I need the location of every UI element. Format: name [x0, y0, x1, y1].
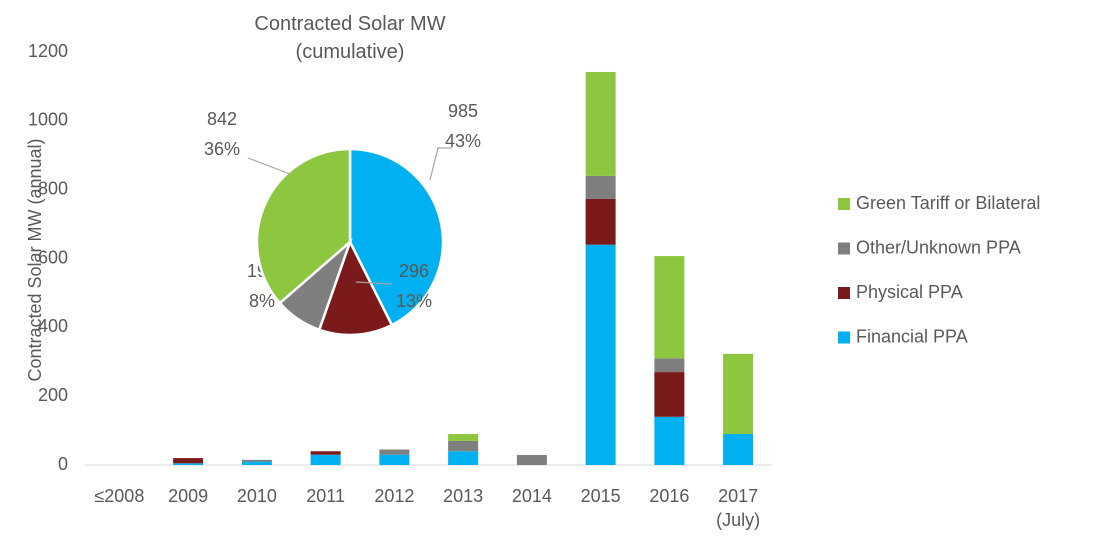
pie-value-label: 842 [207, 109, 237, 129]
legend-label: Green Tariff or Bilateral [856, 193, 1040, 213]
pie-percent-label: 43% [445, 131, 481, 151]
x-tick-label: 2012 [374, 486, 415, 506]
legend-swatch [838, 198, 850, 210]
y-tick-label: 800 [38, 178, 68, 198]
bar-segment [723, 434, 754, 465]
pie-value-label: 296 [399, 261, 429, 281]
bar-segment [654, 358, 685, 373]
y-tick-label: 400 [38, 316, 68, 336]
legend-swatch [838, 242, 850, 255]
bar-segment [654, 372, 685, 417]
pie-percent-label: 13% [396, 291, 432, 311]
y-tick-label: 200 [38, 385, 68, 405]
y-tick-label: 0 [58, 454, 68, 474]
pie-percent-label: 36% [204, 139, 240, 159]
pie-slice [348, 147, 445, 327]
bar-segment [173, 458, 204, 464]
bar-segment [585, 175, 616, 199]
bar-segment [448, 434, 479, 441]
x-tick-label: 2014 [511, 486, 552, 506]
bar-segment [448, 451, 479, 465]
pie-percent-label: 8% [249, 291, 275, 311]
bar-segment [654, 256, 685, 359]
bar-segment [585, 71, 616, 176]
x-tick-label: 2015 [580, 486, 621, 506]
x-tick-label: 2011 [306, 486, 345, 506]
y-tick-label: 1200 [28, 41, 68, 61]
bar-segment [379, 449, 410, 455]
x-tick-label: 2013 [443, 486, 484, 506]
bar-segment [241, 459, 272, 462]
legend-swatch [838, 287, 850, 299]
y-tick-label: 1000 [28, 110, 68, 130]
bar-segment [241, 461, 272, 465]
pie-value-label: 985 [448, 101, 478, 121]
bar-segment [516, 455, 547, 465]
leader-line [247, 157, 291, 175]
x-tick-label: ≤2008 [94, 486, 145, 506]
bar-segment [654, 416, 685, 465]
bar-segment [173, 463, 204, 465]
y-tick-label: 600 [38, 247, 68, 267]
bar-segment [723, 353, 754, 435]
legend-label: Physical PPA [856, 282, 963, 302]
pie-slice [317, 238, 394, 337]
leader-line [355, 281, 393, 285]
bar-segment [310, 454, 341, 465]
bar-segment [585, 244, 616, 465]
x-tick-label: 2017 (July) [716, 486, 761, 530]
y-axis-label: Contracted Solar MW (annual) [25, 138, 45, 381]
bar-segment [379, 454, 410, 465]
x-tick-label: 2016 [649, 486, 690, 506]
legend-swatch [838, 331, 850, 344]
legend-label: Other/Unknown PPA [856, 237, 1021, 257]
bar-segment [585, 198, 616, 245]
leader-line [429, 147, 452, 181]
x-tick-label: 2009 [168, 486, 209, 506]
pie-slice [255, 147, 352, 305]
bar-segment [448, 440, 479, 452]
pie-title: Contracted Solar MW (cumulative) [254, 13, 446, 63]
legend-label: Financial PPA [856, 326, 968, 346]
x-tick-label: 2010 [236, 486, 277, 506]
bar-segment [310, 451, 341, 455]
